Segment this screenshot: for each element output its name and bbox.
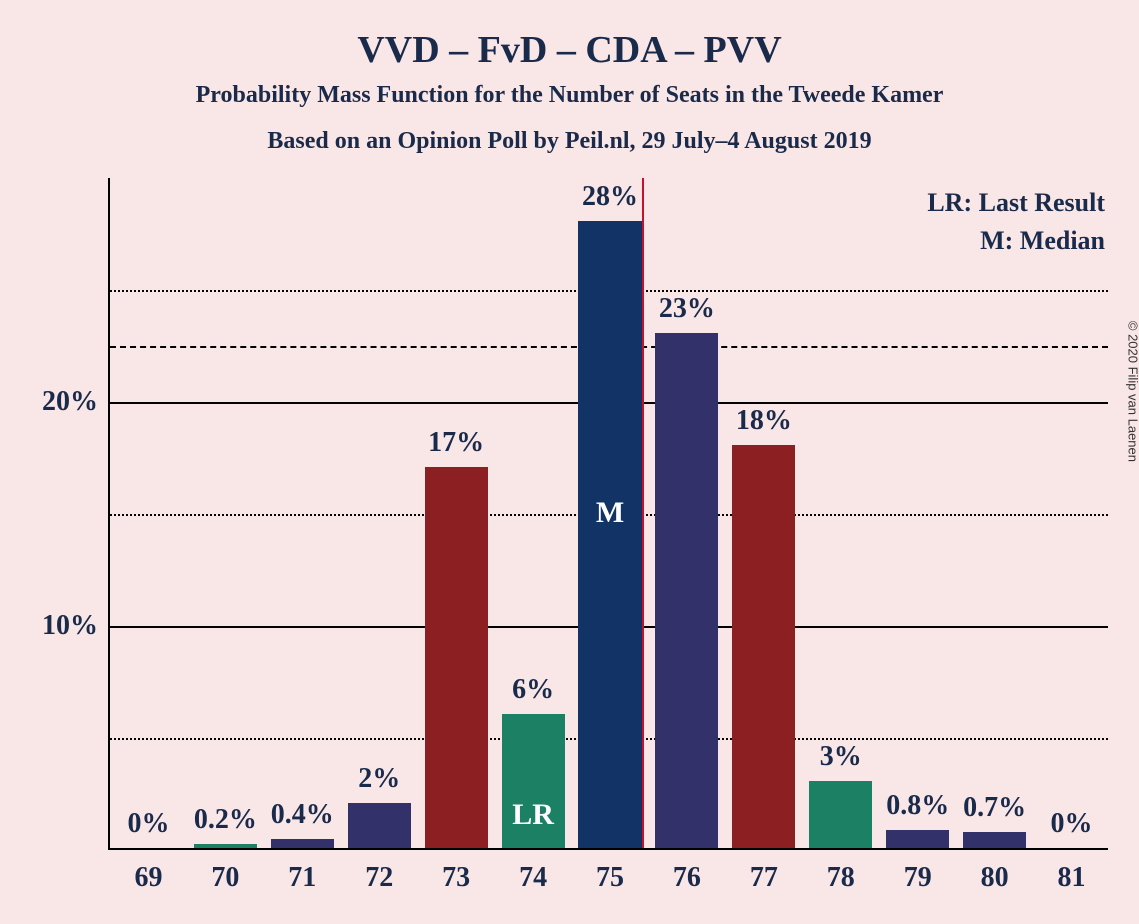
x-tick-label: 69 (134, 848, 162, 894)
bar (425, 467, 488, 848)
bar-value-label: 3% (820, 741, 862, 773)
x-tick-label: 74 (519, 848, 547, 894)
x-tick-label: 71 (288, 848, 316, 894)
bar (963, 832, 1026, 848)
chart-container: VVD – FvD – CDA – PVV Probability Mass F… (0, 0, 1139, 924)
bar (886, 830, 949, 848)
y-tick-label: 10% (42, 610, 110, 642)
x-tick-label: 80 (981, 848, 1009, 894)
bar-inner-label: LR (512, 798, 554, 832)
bar-value-label: 28% (582, 181, 638, 213)
x-tick-label: 73 (442, 848, 470, 894)
x-tick-label: 81 (1058, 848, 1086, 894)
bar-value-label: 2% (358, 763, 400, 795)
chart-subtitle-1: Probability Mass Function for the Number… (0, 82, 1139, 109)
bar (732, 445, 795, 848)
bar-value-label: 23% (659, 293, 715, 325)
x-tick-label: 76 (673, 848, 701, 894)
y-tick-label: 20% (42, 386, 110, 418)
bar-value-label: 0% (127, 808, 169, 840)
bar-value-label: 17% (428, 427, 484, 459)
bar-value-label: 0% (1051, 808, 1093, 840)
legend: LR: Last Result M: Median (927, 188, 1105, 264)
legend-item: LR: Last Result (927, 188, 1105, 218)
legend-item: M: Median (927, 226, 1105, 256)
x-tick-label: 78 (827, 848, 855, 894)
bar-value-label: 0.4% (271, 799, 334, 831)
bar-inner-label: M (596, 496, 624, 530)
bar-value-label: 0.8% (886, 790, 949, 822)
bar (578, 221, 641, 848)
bar-value-label: 0.2% (194, 804, 257, 836)
median-line (642, 178, 644, 848)
bar-value-label: 6% (512, 674, 554, 706)
chart-subtitle-2: Based on an Opinion Poll by Peil.nl, 29 … (0, 128, 1139, 155)
bar (348, 803, 411, 848)
copyright-text: © 2020 Filip van Laenen (1126, 321, 1139, 462)
x-tick-label: 75 (596, 848, 624, 894)
bar (655, 333, 718, 848)
bar (809, 781, 872, 848)
bar (271, 839, 334, 848)
x-tick-label: 72 (365, 848, 393, 894)
x-tick-label: 77 (750, 848, 778, 894)
bar-value-label: 18% (736, 405, 792, 437)
bar-value-label: 0.7% (963, 792, 1026, 824)
x-tick-label: 70 (211, 848, 239, 894)
chart-title: VVD – FvD – CDA – PVV (0, 28, 1139, 72)
x-tick-label: 79 (904, 848, 932, 894)
plot-area: 10%20%0%690.2%700.4%712%7217%736%7428%75… (108, 178, 1108, 850)
